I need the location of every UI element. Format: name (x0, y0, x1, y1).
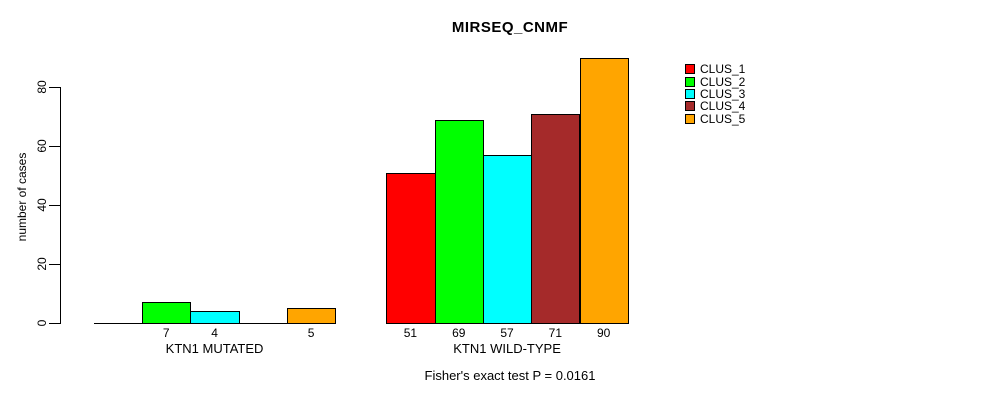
legend-label: CLUS_2 (700, 74, 746, 89)
legend-swatch-clus_3 (685, 88, 695, 99)
y-axis-tick (48, 146, 60, 148)
chart-title: MIRSEQ_CNMF (451, 19, 569, 36)
y-axis-tick (48, 264, 60, 266)
y-axis-tick-label-text: 60 (35, 139, 49, 153)
y-axis-tick (48, 205, 60, 207)
y-axis-tick (48, 87, 60, 89)
bar-clus_5 (287, 308, 337, 324)
y-axis-tick-label-text: 80 (35, 80, 49, 95)
legend-label: CLUS_4 (700, 99, 746, 114)
legend: CLUS_1 CLUS_2 CLUS_3 CLUS_4 CLUS_5 (685, 63, 745, 125)
bar-value-label: 5 (307, 326, 315, 340)
y-axis-tick-label-text: 20 (35, 257, 49, 271)
legend-item: CLUS_3 (685, 88, 745, 100)
bar-value-label: 51 (403, 326, 418, 340)
bar-value-label: 69 (452, 326, 466, 340)
y-axis-tick-label-text: 0 (35, 319, 49, 327)
group-label: KTN1 MUTATED (165, 341, 264, 356)
legend-label: CLUS_3 (700, 86, 746, 101)
bar-clus_2 (434, 120, 484, 324)
fisher-test-annotation: Fisher's exact test P = 0.0161 (424, 368, 596, 383)
y-axis-tick-label-text: 40 (35, 198, 49, 212)
bar-value-label: 90 (596, 326, 611, 340)
legend-swatch-clus_4 (685, 101, 695, 112)
bar-clus_5 (579, 58, 629, 324)
legend-label: CLUS_5 (700, 111, 746, 126)
y-axis-line (59, 87, 61, 324)
y-axis-label-text: number of cases (15, 152, 29, 242)
legend-item: CLUS_2 (685, 74, 746, 89)
bar-clus_3 (482, 155, 533, 324)
group-label: KTN1 WILD-TYPE (453, 341, 561, 356)
bar-value-label: 7 (162, 326, 170, 340)
y-axis-tick (48, 323, 60, 324)
bar-value-label: 71 (548, 326, 563, 340)
legend-swatch-clus_5 (685, 113, 695, 124)
bar-value-label: 4 (211, 326, 218, 340)
bar-clus_3 (190, 311, 240, 324)
legend-item: CLUS_5 (685, 113, 745, 125)
bar-clus_1 (386, 173, 436, 324)
bar-clus_4 (531, 114, 581, 324)
legend-item: CLUS_4 (685, 100, 745, 112)
legend-swatch-clus_2 (685, 76, 695, 87)
bar-value-label: 57 (500, 326, 514, 340)
legend-swatch-clus_1 (685, 64, 695, 75)
bar-clus_2 (142, 302, 192, 324)
legend-item: CLUS_1 (685, 63, 745, 75)
legend-label: CLUS_1 (700, 62, 746, 77)
